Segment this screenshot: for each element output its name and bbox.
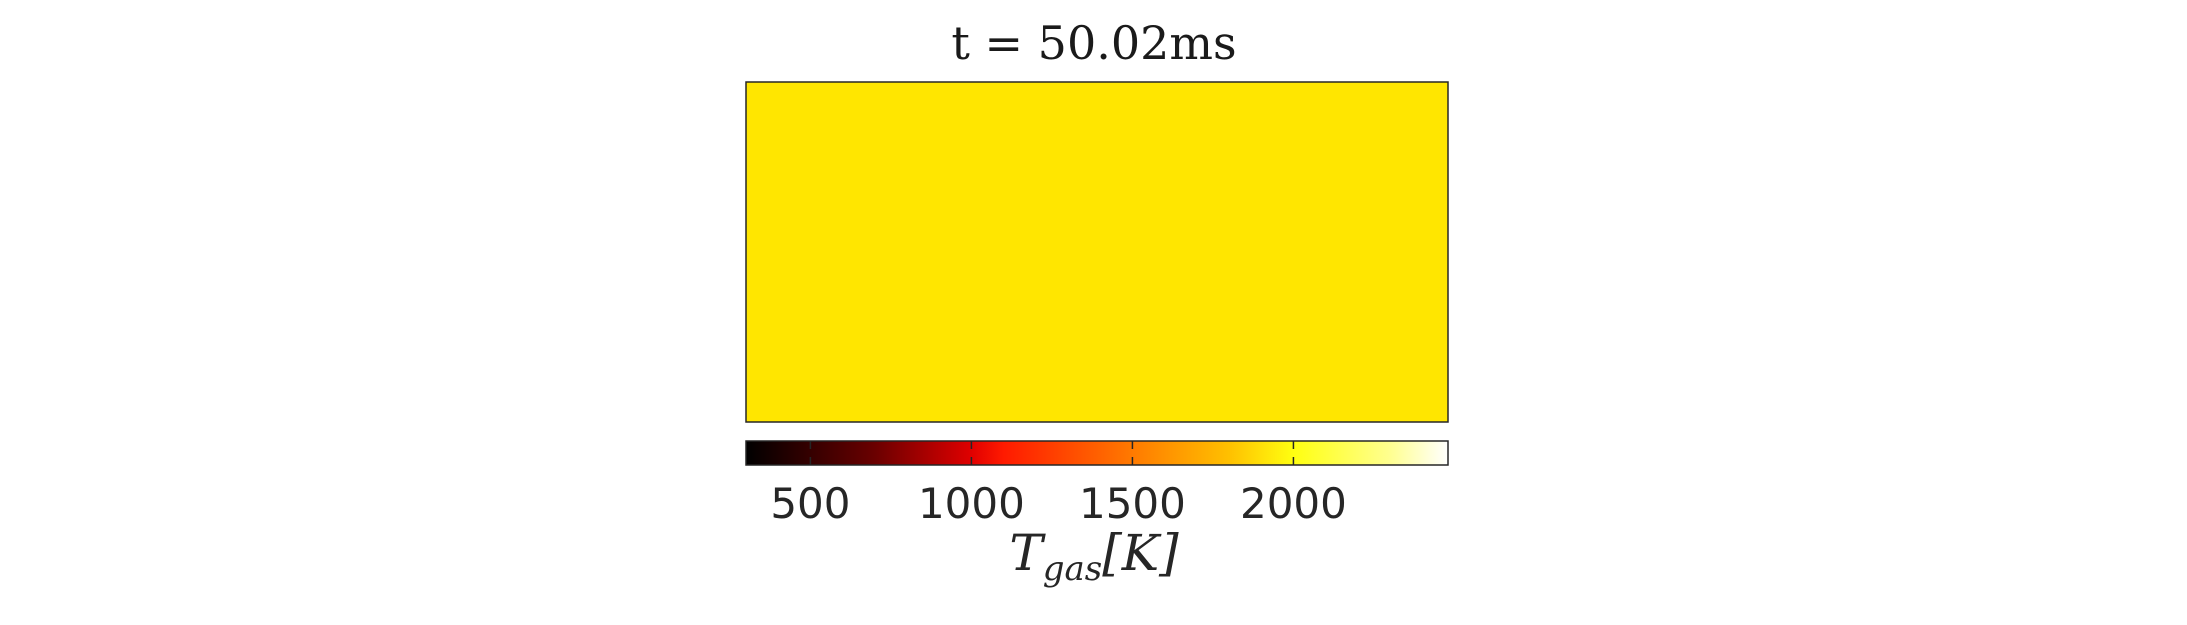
colorbar-label: Tgas[K] [1009, 524, 1179, 589]
chart-title: t = 50.02ms [951, 16, 1236, 70]
temperature-field [745, 81, 1449, 423]
colorbar-ticks: 500 1000 1500 2000 [770, 441, 1347, 528]
colorbar-label-sub: gas [1043, 549, 1102, 589]
colorbar-tick-label: 1000 [918, 479, 1025, 528]
colorbar-label-unit: [K] [1102, 524, 1179, 582]
colorbar-tick-label: 500 [770, 479, 850, 528]
colorbar-tick-label: 2000 [1240, 479, 1347, 528]
colorbar-label-main: T [1009, 524, 1046, 582]
colorbar-tick-label: 1500 [1079, 479, 1186, 528]
colorbar [745, 440, 1449, 466]
